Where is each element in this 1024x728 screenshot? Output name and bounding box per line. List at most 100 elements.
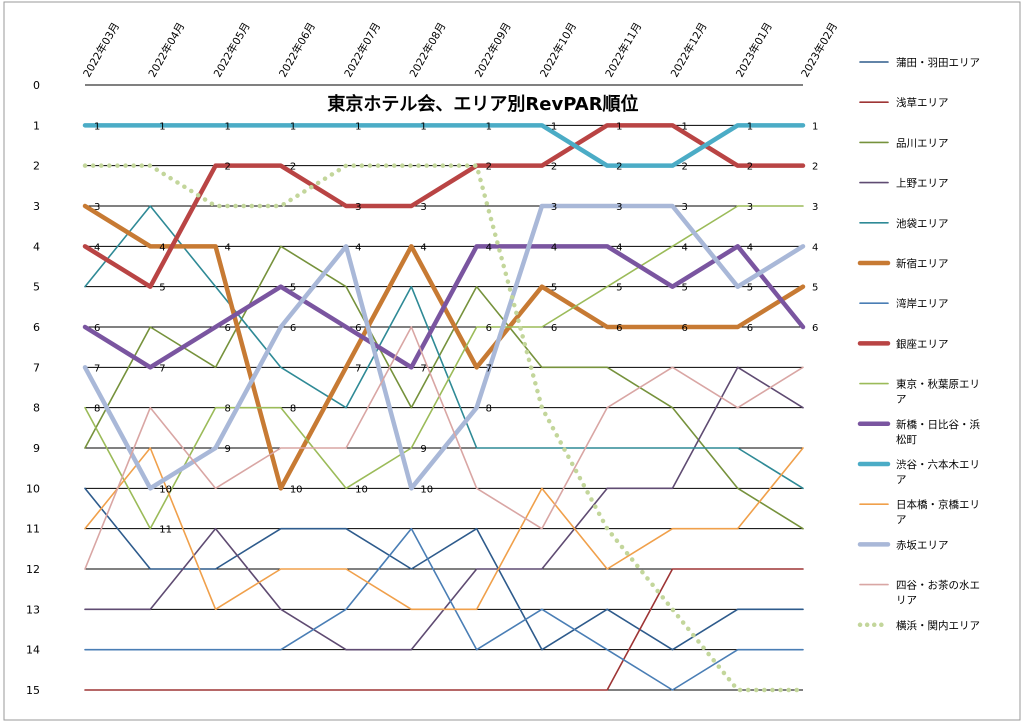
- data-label: 11: [159, 525, 172, 536]
- y-tick-label: 5: [33, 281, 40, 294]
- data-label: 1: [747, 121, 753, 132]
- data-label: 1: [159, 121, 165, 132]
- data-label: 1: [94, 121, 100, 132]
- data-label: 5: [681, 283, 687, 294]
- data-label: 2: [681, 162, 687, 173]
- data-label: 7: [94, 363, 100, 374]
- data-label: 4: [486, 242, 492, 253]
- y-tick-label: 12: [26, 563, 40, 576]
- legend-label: 渋谷・六本木エリ: [896, 458, 980, 471]
- y-tick-label: 8: [33, 402, 40, 415]
- data-label: 3: [420, 202, 426, 213]
- y-tick-label: 13: [26, 603, 40, 616]
- data-label: 10: [355, 484, 368, 495]
- legend-label: 新宿エリア: [896, 257, 949, 270]
- data-label: 5: [290, 283, 296, 294]
- data-label: 3: [812, 202, 818, 213]
- data-label: 4: [225, 242, 231, 253]
- data-label: 6: [225, 323, 231, 334]
- y-tick-label: 11: [26, 523, 40, 536]
- legend-label: 日本橋・京橋エリ: [896, 498, 980, 511]
- data-label: 4: [355, 242, 361, 253]
- data-label: 1: [551, 121, 557, 132]
- legend-label-line2: 松町: [896, 433, 917, 446]
- data-label: 4: [812, 242, 818, 253]
- data-label: 3: [616, 202, 622, 213]
- data-label: 2: [225, 162, 231, 173]
- y-tick-label: 7: [33, 361, 40, 374]
- y-tick-label: 3: [33, 200, 40, 213]
- data-label: 1: [812, 121, 818, 132]
- data-label: 4: [94, 242, 100, 253]
- data-label: 1: [355, 121, 361, 132]
- data-label: 10: [159, 484, 172, 495]
- data-label: 8: [94, 404, 100, 415]
- data-label: 3: [747, 202, 753, 213]
- data-label: 1: [486, 121, 492, 132]
- legend-label: 新橋・日比谷・浜: [896, 418, 980, 431]
- data-label: 6: [94, 323, 100, 334]
- data-label: 1: [681, 121, 687, 132]
- data-label: 8: [290, 404, 296, 415]
- y-tick-label: 1: [33, 119, 40, 132]
- data-label: 7: [486, 363, 492, 374]
- data-label: 1: [616, 121, 622, 132]
- legend-label: 上野エリア: [896, 178, 949, 190]
- data-label: 1: [225, 121, 231, 132]
- y-tick-label: 10: [26, 482, 40, 495]
- y-tick-label: 2: [33, 160, 40, 173]
- data-label: 6: [290, 323, 296, 334]
- data-label: 5: [616, 283, 622, 294]
- data-label: 5: [551, 283, 557, 294]
- y-tick-label: 0: [33, 79, 40, 92]
- data-label: 5: [747, 283, 753, 294]
- data-label: 9: [420, 444, 426, 455]
- data-label: 7: [420, 363, 426, 374]
- y-tick-label: 6: [33, 321, 40, 334]
- legend-label: 銀座エリア: [896, 337, 949, 350]
- legend-label: 蒲田・羽田エリア: [896, 56, 980, 69]
- data-label: 6: [551, 323, 557, 334]
- legend-label-line2: ア: [896, 474, 907, 486]
- legend-label: 東京・秋葉原エリ: [896, 378, 980, 391]
- data-label: 4: [420, 242, 426, 253]
- data-label: 4: [159, 242, 165, 253]
- data-label: 2: [747, 162, 753, 173]
- data-label: 8: [225, 404, 231, 415]
- data-label: 2: [812, 162, 818, 173]
- data-label: 6: [681, 323, 687, 334]
- legend-label-line2: ア: [896, 394, 907, 406]
- legend-label: 湾岸エリア: [896, 297, 949, 310]
- legend-label: 四谷・お茶の水エ: [896, 579, 980, 592]
- y-tick-label: 9: [33, 442, 40, 455]
- legend-label: 赤坂エリア: [896, 539, 949, 551]
- data-label: 2: [486, 162, 492, 173]
- data-label: 6: [747, 323, 753, 334]
- data-label: 6: [812, 323, 818, 334]
- data-label: 6: [355, 323, 361, 334]
- data-label: 10: [290, 484, 303, 495]
- data-label: 3: [94, 202, 100, 213]
- data-label: 4: [551, 242, 557, 253]
- data-label: 4: [747, 242, 753, 253]
- data-label: 3: [355, 202, 361, 213]
- data-label: 2: [290, 162, 296, 173]
- data-label: 7: [159, 363, 165, 374]
- data-label: 4: [616, 242, 622, 253]
- legend-label: 浅草エリア: [896, 96, 949, 109]
- legend-label: 池袋エリア: [896, 217, 949, 230]
- data-label: 10: [420, 484, 433, 495]
- legend-label: 品川エリア: [896, 137, 949, 149]
- legend-label-line2: リア: [896, 595, 917, 607]
- legend-label: 横浜・関内エリア: [896, 619, 980, 632]
- data-label: 6: [486, 323, 492, 334]
- data-label: 5: [159, 283, 165, 294]
- data-label: 2: [616, 162, 622, 173]
- data-label: 5: [812, 283, 818, 294]
- legend-label-line2: ア: [896, 514, 907, 526]
- data-label: 8: [486, 404, 492, 415]
- data-label: 3: [681, 202, 687, 213]
- data-label: 1: [290, 121, 296, 132]
